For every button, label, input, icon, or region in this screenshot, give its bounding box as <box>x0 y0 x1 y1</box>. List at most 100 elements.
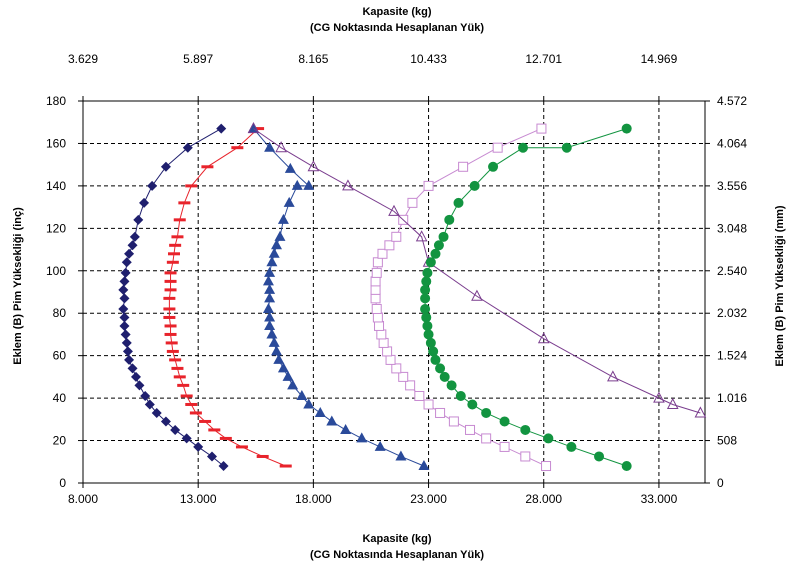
series-1-point-3 <box>219 436 232 440</box>
series-1-point-9 <box>177 383 190 387</box>
series-2-point-30 <box>303 179 315 190</box>
series-5-point-16 <box>422 320 433 331</box>
series-3-point-29 <box>423 180 434 191</box>
series-5-point-30 <box>488 161 499 172</box>
series-3-point-13 <box>382 346 393 357</box>
y-right-tick-label-9: 4.572 <box>717 94 747 108</box>
series-5-point-20 <box>420 284 431 295</box>
y-axis-left-title: Eklem (B) Pim Yüksekliği (inç) <box>12 207 24 365</box>
series-1-point-18 <box>163 307 176 311</box>
series-1-point-15 <box>164 332 177 336</box>
series-0-point-23 <box>121 257 132 268</box>
series-0-point-16 <box>119 320 130 331</box>
series-2-point-5 <box>326 415 338 426</box>
series-3 <box>370 123 552 472</box>
x-bottom-tick-label-4: 28.000 <box>525 492 562 506</box>
series-0-point-31 <box>182 142 193 153</box>
series-3-point-31 <box>492 142 503 153</box>
series-0-point-9 <box>134 380 145 391</box>
series-0-point-8 <box>140 390 151 401</box>
series-4-point-9 <box>607 370 619 382</box>
series-5-point-9 <box>446 380 457 391</box>
series-2-point-10 <box>282 370 294 381</box>
series-2-point-28 <box>283 196 295 207</box>
series-5-point-6 <box>481 407 492 418</box>
series-3-point-7 <box>423 399 434 410</box>
series-5-point-24 <box>430 248 441 259</box>
series-4-point-4 <box>388 204 400 216</box>
series-2-point-21 <box>262 275 274 286</box>
series-5-point-11 <box>435 363 446 374</box>
series-1-point-13 <box>166 349 179 353</box>
y-left-tick-label-0: 0 <box>59 476 66 490</box>
series-2 <box>247 122 430 471</box>
series-4-point-5 <box>415 230 428 242</box>
series-1-point-28 <box>178 201 191 205</box>
series-1-point-14 <box>165 341 178 345</box>
y-left-tick-label-4: 80 <box>53 306 67 320</box>
y-axis-right: 0 508 1.016 1.524 2.032 2.540 3.048 3.556 4.064 4… <box>705 94 747 490</box>
series-3-point-10 <box>398 371 409 382</box>
series-5-point-7 <box>467 399 478 410</box>
series-0-point-0 <box>218 461 229 472</box>
x-bottom-tick-label-5: 33.000 <box>641 492 678 506</box>
series-4-point-7 <box>471 289 483 301</box>
series-0-point-14 <box>121 337 132 348</box>
series-2-point-26 <box>274 230 286 241</box>
series-2-point-12 <box>273 353 285 364</box>
series-1-point-6 <box>189 411 202 415</box>
series-0-point-20 <box>118 284 129 295</box>
series-5-point-33 <box>621 123 632 134</box>
series-layer <box>118 122 707 472</box>
series-2-line <box>253 128 425 467</box>
series-2-point-29 <box>291 179 303 190</box>
series-1-point-16 <box>164 324 177 328</box>
series-5 <box>420 123 632 472</box>
series-2-point-23 <box>266 256 278 267</box>
series-5-point-0 <box>621 461 632 472</box>
series-0-point-10 <box>130 371 141 382</box>
grid <box>82 100 705 483</box>
series-0-point-2 <box>193 441 204 452</box>
series-5-point-26 <box>438 231 449 242</box>
y-right-tick-label-8: 4.064 <box>717 136 747 150</box>
series-3-point-5 <box>448 416 459 427</box>
series-3-line <box>375 128 547 467</box>
series-3-point-6 <box>435 407 446 418</box>
series-1-point-0 <box>279 464 292 468</box>
series-5-point-3 <box>543 433 554 444</box>
series-2-point-24 <box>268 247 280 258</box>
bottom-title-line2: (CG Noktasında Hesaplanan Yük) <box>310 549 484 561</box>
y-right-tick-label-6: 3.048 <box>717 221 747 235</box>
y-left-tick-label-9: 180 <box>46 94 66 108</box>
y-right-tick-label-0: 0 <box>717 476 724 490</box>
series-0-point-22 <box>120 267 131 278</box>
series-2-point-25 <box>271 239 283 250</box>
top-title-line1: Kapasite (kg) <box>362 6 431 18</box>
series-3-point-26 <box>391 231 402 242</box>
series-5-point-21 <box>421 276 432 287</box>
series-2-point-17 <box>264 311 276 322</box>
series-3-point-19 <box>370 293 381 304</box>
series-1-point-20 <box>164 288 177 292</box>
series-3-point-17 <box>372 312 383 323</box>
x-bottom-tick-label-1: 13.000 <box>180 492 217 506</box>
series-3-point-24 <box>377 248 388 259</box>
series-0-point-32 <box>216 123 227 134</box>
series-5-point-31 <box>518 142 529 153</box>
series-1-point-10 <box>173 375 186 379</box>
series-2-point-16 <box>264 319 276 330</box>
series-3-point-8 <box>414 390 425 401</box>
series-1-point-1 <box>256 454 269 458</box>
y-left-tick-label-8: 160 <box>46 136 66 150</box>
series-0-point-5 <box>160 416 171 427</box>
y-right-tick-label-4: 2.032 <box>717 306 747 320</box>
series-3-point-22 <box>371 267 382 278</box>
series-3-point-21 <box>370 276 381 287</box>
series-3-point-28 <box>407 197 418 208</box>
bottom-title-line1: Kapasite (kg) <box>362 533 431 545</box>
series-4-point-11 <box>666 397 679 409</box>
series-4-point-2 <box>307 160 320 172</box>
series-5-point-19 <box>420 293 431 304</box>
series-5-point-10 <box>439 371 450 382</box>
